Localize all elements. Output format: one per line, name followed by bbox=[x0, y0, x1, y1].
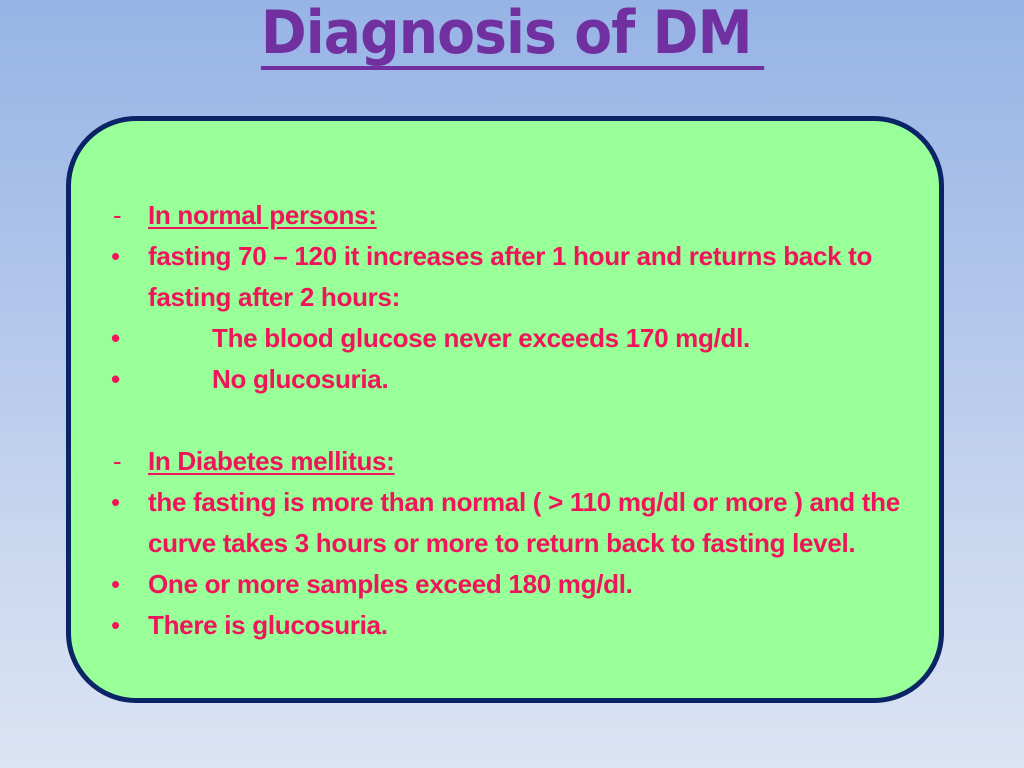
normal-max-glucose-text: The blood glucose never exceeds 170 mg/d… bbox=[212, 323, 750, 353]
bullet-marker: • bbox=[111, 364, 120, 394]
content-body: - In normal persons: • fasting 70 – 120 … bbox=[71, 195, 939, 646]
bullet-marker: • bbox=[111, 487, 120, 517]
diabetes-fasting-text: the fasting is more than normal ( > 110 … bbox=[148, 487, 900, 558]
content-card: - In normal persons: • fasting 70 – 120 … bbox=[66, 116, 944, 703]
list-item: • the fasting is more than normal ( > 11… bbox=[71, 482, 939, 564]
dash-marker: - bbox=[113, 446, 122, 476]
heading-normal-persons: In normal persons: bbox=[148, 200, 377, 230]
normal-no-glucosuria-text: No glucosuria. bbox=[212, 364, 389, 394]
slide-title: Diagnosis of DM bbox=[0, 0, 1024, 70]
heading-diabetes-mellitus: In Diabetes mellitus: bbox=[148, 446, 395, 476]
bullet-marker: • bbox=[111, 323, 120, 353]
list-item: • No glucosuria. bbox=[71, 359, 939, 400]
section-spacer bbox=[71, 400, 939, 441]
list-item: • fasting 70 – 120 it increases after 1 … bbox=[71, 236, 939, 318]
bullet-marker: • bbox=[111, 610, 120, 640]
dash-marker: - bbox=[113, 200, 122, 230]
diabetes-samples-text: One or more samples exceed 180 mg/dl. bbox=[148, 569, 633, 599]
list-item: • One or more samples exceed 180 mg/dl. bbox=[71, 564, 939, 605]
list-item: • The blood glucose never exceeds 170 mg… bbox=[71, 318, 939, 359]
list-item: • There is glucosuria. bbox=[71, 605, 939, 646]
section-heading-diabetes: - In Diabetes mellitus: bbox=[71, 441, 939, 482]
bullet-marker: • bbox=[111, 241, 120, 271]
normal-fasting-text: fasting 70 – 120 it increases after 1 ho… bbox=[148, 241, 873, 312]
section-heading-normal: - In normal persons: bbox=[71, 195, 939, 236]
slide-title-text: Diagnosis of DM bbox=[261, 0, 765, 70]
bullet-marker: • bbox=[111, 569, 120, 599]
diabetes-glucosuria-text: There is glucosuria. bbox=[148, 610, 388, 640]
